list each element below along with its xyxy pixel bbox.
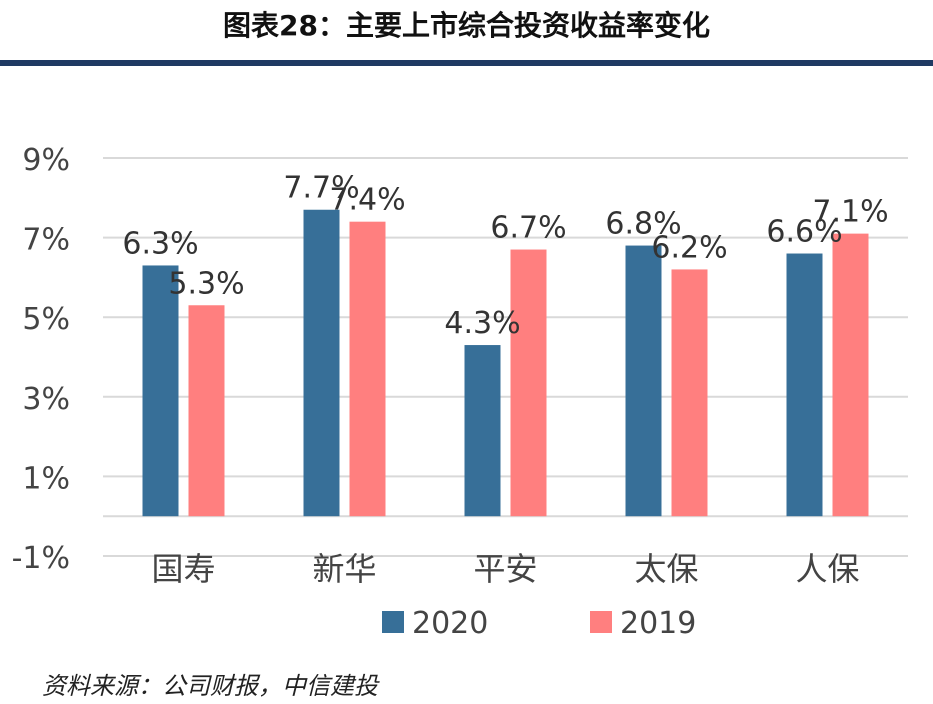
data-labels: 6.3% 5.3% 7.7%7.4% 4.3% 6.7% 6.8%6.2% 6.6%7.1% — [122, 171, 888, 341]
legend-label: 2020 — [412, 606, 488, 641]
data-label: 5.3% — [168, 266, 244, 301]
bar-2020-国寿 — [142, 265, 179, 517]
x-tick-label: 国寿 — [151, 550, 215, 588]
gridlines — [103, 157, 908, 557]
data-label: 6.6% — [766, 215, 842, 250]
data-label: 6.2% — [651, 230, 727, 265]
y-tick-label: 5% — [22, 302, 70, 337]
x-tick-label: 人保 — [795, 550, 859, 588]
bar-2019-新华 — [349, 221, 386, 517]
title-divider — [0, 60, 933, 66]
y-tick-label: 1% — [22, 461, 70, 496]
legend-label: 2019 — [620, 606, 696, 641]
legend: 2020 2019 — [382, 606, 696, 641]
y-tick-label: -1% — [12, 541, 70, 576]
legend-swatch — [590, 611, 612, 633]
y-tick-label: 9% — [22, 143, 70, 178]
data-label: 6.7% — [490, 211, 566, 246]
bar-2019-国寿 — [188, 305, 225, 517]
y-tick-label: 3% — [22, 382, 70, 417]
bar-2020-平安 — [464, 345, 501, 517]
source-note: 资料来源：公司财报，中信建投 — [42, 672, 378, 700]
bar-2019-平安 — [510, 249, 547, 517]
bar-2019-人保 — [832, 233, 869, 517]
y-axis-ticks: -1% 1% 3% 5% 7% 9% — [12, 143, 70, 576]
bar-2020-太保 — [625, 245, 662, 517]
bars — [142, 209, 869, 517]
data-label: 7.7% — [283, 171, 359, 206]
bar-2020-人保 — [786, 253, 823, 517]
data-label: 7.4% — [329, 183, 405, 218]
data-label: 6.3% — [122, 226, 198, 261]
y-tick-label: 7% — [22, 223, 70, 258]
chart-title: 图表28：主要上市综合投资收益率变化 — [223, 9, 710, 42]
x-axis-ticks: 国寿 新华 平安 太保 人保 — [151, 550, 859, 588]
data-label: 4.3% — [444, 306, 520, 341]
bar-2019-太保 — [671, 269, 708, 517]
x-tick-label: 平安 — [473, 550, 537, 588]
x-tick-label: 新华 — [312, 550, 376, 588]
data-label: 6.8% — [605, 207, 681, 242]
legend-swatch — [382, 611, 404, 633]
bar-2020-新华 — [303, 209, 340, 517]
x-tick-label: 太保 — [634, 550, 698, 588]
data-label: 7.1% — [812, 195, 888, 230]
